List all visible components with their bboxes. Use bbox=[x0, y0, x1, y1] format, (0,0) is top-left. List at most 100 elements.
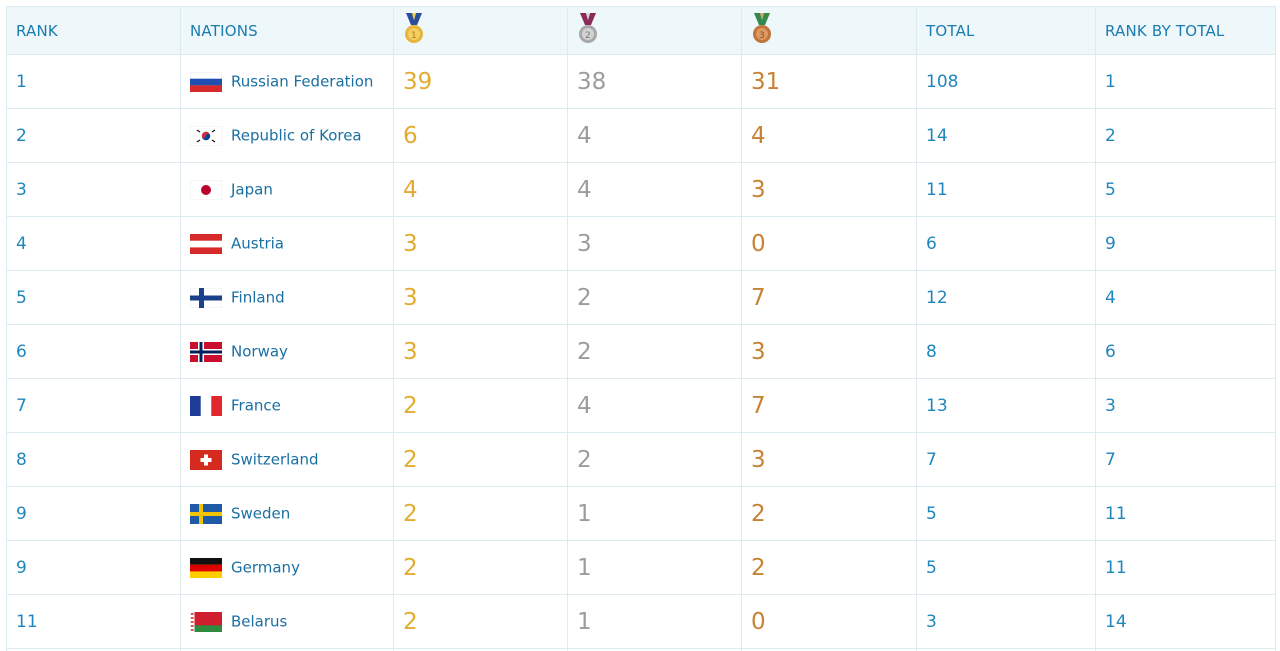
nation-link[interactable]: Republic of Korea bbox=[231, 126, 362, 145]
gold-count: 2 bbox=[393, 486, 568, 541]
rank-by-total-cell: 3 bbox=[1095, 378, 1276, 433]
bronze-count: 0 bbox=[741, 594, 917, 649]
nation-cell[interactable]: Finland bbox=[180, 270, 394, 325]
header-rank[interactable]: RANK bbox=[6, 6, 181, 55]
norway-flag-icon bbox=[190, 341, 222, 362]
silver-count: 1 bbox=[567, 594, 742, 649]
nation-link[interactable]: Belarus bbox=[231, 612, 288, 631]
finland-flag-icon bbox=[190, 287, 222, 308]
nation-link[interactable]: Finland bbox=[231, 288, 285, 307]
total-count: 8 bbox=[916, 324, 1096, 379]
nation-link[interactable]: Russian Federation bbox=[231, 72, 374, 91]
rank-cell: 9 bbox=[6, 486, 181, 541]
header-bronze[interactable]: 3 bbox=[741, 6, 917, 55]
rank-by-total-cell: 4 bbox=[1095, 270, 1276, 325]
austria-flag-icon bbox=[190, 233, 222, 254]
silver-count: 1 bbox=[567, 540, 742, 595]
silver-count: 4 bbox=[567, 108, 742, 163]
header-gold[interactable]: 1 bbox=[393, 6, 568, 55]
nation-cell[interactable]: Japan bbox=[180, 162, 394, 217]
silver-count: 2 bbox=[567, 270, 742, 325]
silver-count: 2 bbox=[567, 432, 742, 487]
rank-cell: 7 bbox=[6, 378, 181, 433]
table-row: 6 Norway 3 2 3 8 6 bbox=[6, 324, 1276, 379]
silver-count: 3 bbox=[567, 216, 742, 271]
japan-flag-icon bbox=[190, 179, 222, 200]
silver-count: 1 bbox=[567, 486, 742, 541]
gold-count: 3 bbox=[393, 324, 568, 379]
korea-flag-icon bbox=[190, 125, 222, 146]
table-row: 9 Sweden 2 1 2 5 11 bbox=[6, 486, 1276, 541]
total-count: 5 bbox=[916, 486, 1096, 541]
header-total[interactable]: TOTAL bbox=[916, 6, 1096, 55]
bronze-count: 3 bbox=[741, 162, 917, 217]
table-row: 8 Switzerland 2 2 3 7 7 bbox=[6, 432, 1276, 487]
nation-cell[interactable]: Sweden bbox=[180, 486, 394, 541]
silver-count: 4 bbox=[567, 162, 742, 217]
gold-count: 39 bbox=[393, 54, 568, 109]
rank-cell: 4 bbox=[6, 216, 181, 271]
france-flag-icon bbox=[190, 395, 222, 416]
rank-by-total-cell: 11 bbox=[1095, 540, 1276, 595]
rank-by-total-cell: 9 bbox=[1095, 216, 1276, 271]
rank-by-total-cell: 1 bbox=[1095, 54, 1276, 109]
gold-count: 4 bbox=[393, 162, 568, 217]
nation-link[interactable]: Austria bbox=[231, 234, 284, 253]
nation-cell[interactable]: Republic of Korea bbox=[180, 108, 394, 163]
bronze-medal-icon: 3 bbox=[751, 12, 773, 49]
total-count: 12 bbox=[916, 270, 1096, 325]
table-header-row: RANK NATIONS 1 bbox=[6, 6, 1276, 55]
table-row: 2 Republic of Korea 6 4 4 14 2 bbox=[6, 108, 1276, 163]
nation-cell[interactable]: Switzerland bbox=[180, 432, 394, 487]
gold-count: 2 bbox=[393, 432, 568, 487]
bronze-count: 7 bbox=[741, 270, 917, 325]
bronze-count: 31 bbox=[741, 54, 917, 109]
bronze-count: 2 bbox=[741, 540, 917, 595]
silver-count: 2 bbox=[567, 324, 742, 379]
rank-cell: 1 bbox=[6, 54, 181, 109]
gold-count: 2 bbox=[393, 378, 568, 433]
table-row: 4 Austria 3 3 0 6 9 bbox=[6, 216, 1276, 271]
table-row: 3 Japan 4 4 3 11 5 bbox=[6, 162, 1276, 217]
silver-medal-icon: 2 bbox=[577, 12, 599, 49]
nation-link[interactable]: France bbox=[231, 396, 281, 415]
rank-by-total-cell: 11 bbox=[1095, 486, 1276, 541]
sweden-flag-icon bbox=[190, 503, 222, 524]
nation-link[interactable]: Sweden bbox=[231, 504, 291, 523]
nation-cell[interactable]: Russian Federation bbox=[180, 54, 394, 109]
svg-text:2: 2 bbox=[585, 31, 591, 41]
table-row: 5 Finland 3 2 7 12 4 bbox=[6, 270, 1276, 325]
medal-table: RANK NATIONS 1 bbox=[6, 6, 1276, 651]
table-row: 11 Belarus 2 1 0 3 14 bbox=[6, 594, 1276, 649]
total-count: 13 bbox=[916, 378, 1096, 433]
nation-link[interactable]: Japan bbox=[231, 180, 273, 199]
nation-link[interactable]: Switzerland bbox=[231, 450, 319, 469]
rank-cell: 8 bbox=[6, 432, 181, 487]
header-nations[interactable]: NATIONS bbox=[180, 6, 394, 55]
nation-cell[interactable]: France bbox=[180, 378, 394, 433]
rank-cell: 11 bbox=[6, 594, 181, 649]
nation-cell[interactable]: Germany bbox=[180, 540, 394, 595]
gold-count: 2 bbox=[393, 594, 568, 649]
bronze-count: 2 bbox=[741, 486, 917, 541]
nation-cell[interactable]: Norway bbox=[180, 324, 394, 379]
silver-count: 38 bbox=[567, 54, 742, 109]
header-rank-by-total[interactable]: RANK BY TOTAL bbox=[1095, 6, 1276, 55]
rank-by-total-cell: 14 bbox=[1095, 594, 1276, 649]
nation-cell[interactable]: Belarus bbox=[180, 594, 394, 649]
total-count: 3 bbox=[916, 594, 1096, 649]
nation-link[interactable]: Germany bbox=[231, 558, 300, 577]
silver-count: 4 bbox=[567, 378, 742, 433]
empty-cell bbox=[1095, 648, 1276, 651]
total-count: 14 bbox=[916, 108, 1096, 163]
nation-cell[interactable]: Austria bbox=[180, 216, 394, 271]
bronze-count: 3 bbox=[741, 432, 917, 487]
svg-text:3: 3 bbox=[759, 31, 765, 41]
rank-by-total-cell: 6 bbox=[1095, 324, 1276, 379]
header-silver[interactable]: 2 bbox=[567, 6, 742, 55]
svg-text:1: 1 bbox=[411, 31, 417, 41]
gold-count: 3 bbox=[393, 270, 568, 325]
nation-link[interactable]: Norway bbox=[231, 342, 288, 361]
rank-by-total-cell: 5 bbox=[1095, 162, 1276, 217]
